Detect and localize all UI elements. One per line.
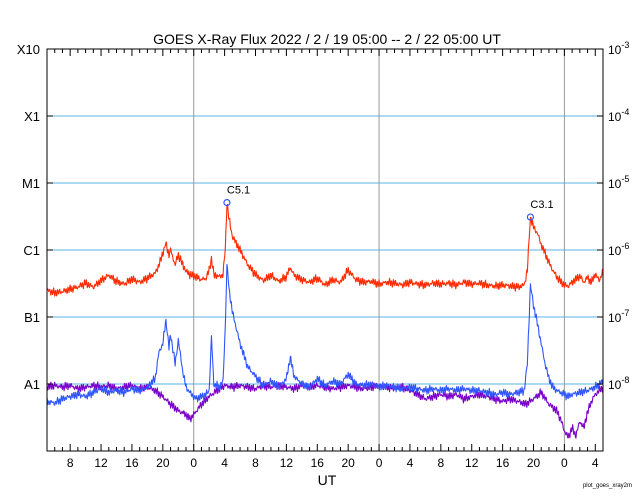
x-tick-label: 16 — [311, 456, 325, 470]
class-label: X1 — [24, 109, 40, 124]
x-tick-labels: 8 12 16 20 0 4 8 12 16 20 0 4 8 12 16 20 0 4 — [54, 49, 599, 470]
flare-peak-marker — [223, 198, 231, 207]
x-tick-label: 20 — [527, 456, 541, 470]
exponent: -5 — [621, 174, 629, 184]
x-tick-label: 8 — [67, 456, 74, 470]
right-tick-label: 10-6 — [608, 241, 629, 258]
right-tick-label: 10-3 — [608, 40, 629, 57]
class-label: A1 — [24, 377, 40, 392]
class-label: B1 — [24, 310, 40, 325]
right-tick-label: 10-4 — [608, 107, 629, 124]
x-tick-label: 0 — [190, 456, 197, 470]
x-tick-label: 12 — [94, 456, 108, 470]
flux-series — [46, 203, 604, 439]
exponent: -8 — [621, 375, 629, 385]
exponent: -3 — [621, 40, 629, 50]
right-tick-labels: 10-3 10-4 10-5 10-6 10-7 10-8 — [597, 40, 629, 392]
x-tick-label: 8 — [437, 456, 444, 470]
chart-title: GOES X-Ray Flux 2022 / 2 / 19 05:00 -- 2… — [153, 31, 501, 47]
class-label: X10 — [17, 42, 40, 57]
flux-line — [46, 263, 604, 406]
x-tick-label: 12 — [280, 456, 294, 470]
x-tick-label: 4 — [407, 456, 414, 470]
left-class-labels: X10 X1 M1 C1 B1 A1 — [17, 42, 53, 392]
x-tick-label: 8 — [252, 456, 259, 470]
flare-label: C3.1 — [530, 199, 553, 211]
class-label: M1 — [22, 176, 40, 191]
x-axis-label: UT — [318, 472, 337, 488]
exponent: -4 — [621, 107, 629, 117]
flare-annotations: C5.1 C3.1 — [223, 185, 554, 221]
x-tick-label: 0 — [561, 456, 568, 470]
x-tick-label: 20 — [156, 456, 170, 470]
flare-peak-marker — [526, 213, 535, 221]
class-label: C1 — [23, 243, 40, 258]
x-tick-label: 4 — [221, 456, 228, 470]
x-tick-label: 12 — [465, 456, 479, 470]
right-tick-label: 10-7 — [608, 308, 629, 325]
flare-label: C5.1 — [227, 185, 250, 197]
right-tick-label: 10-5 — [608, 174, 629, 191]
flux-line — [46, 203, 604, 297]
right-tick-label: 10-8 — [608, 375, 629, 392]
x-tick-label: 16 — [125, 456, 139, 470]
x-tick-label: 16 — [496, 456, 510, 470]
exponent: -6 — [621, 241, 629, 251]
x-tick-label: 0 — [376, 456, 383, 470]
gridlines — [47, 115, 603, 385]
x-tick-label: 20 — [341, 456, 355, 470]
credit-text: plot_goes_xray2m — [583, 483, 632, 489]
x-tick-label: 4 — [592, 456, 599, 470]
exponent: -7 — [621, 308, 629, 318]
day-boundary-lines — [193, 49, 565, 451]
